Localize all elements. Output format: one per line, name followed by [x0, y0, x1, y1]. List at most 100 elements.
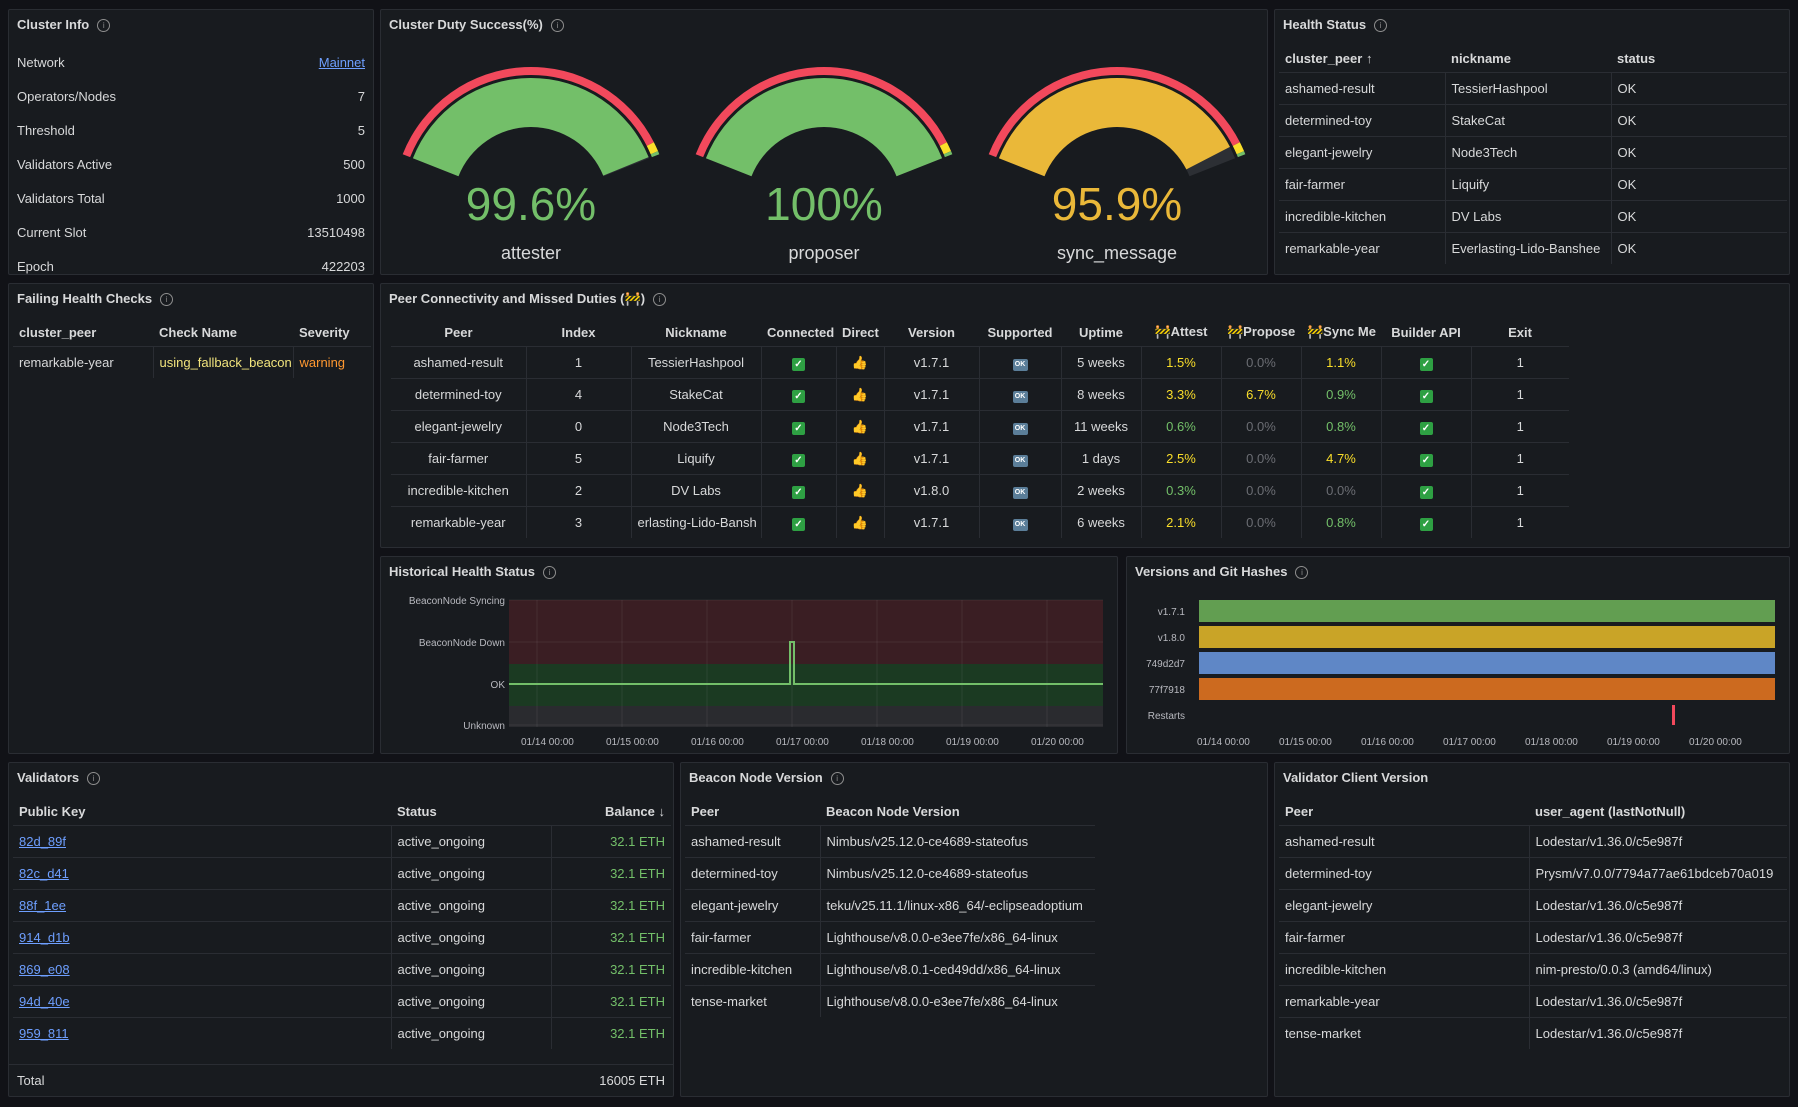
table-row: incredible-kitchen DV Labs OK [1279, 200, 1787, 233]
col-header[interactable]: 🚧Sync Me [1307, 324, 1376, 339]
x-tick-label: 01/20 00:00 [1689, 737, 1742, 748]
y-tick-label: BeaconNode Syncing [409, 596, 505, 607]
col-header[interactable]: 🚧Propose [1227, 324, 1296, 339]
col-header[interactable]: Exit [1508, 324, 1532, 340]
health-status-table: cluster_peer ↑ nickname status ashamed-r… [1279, 44, 1787, 264]
col-peer[interactable]: Peer [691, 803, 720, 819]
col-header[interactable]: Peer [444, 324, 473, 340]
versions-chart: v1.7.1 v1.8.0 749d2d7 77f7918 Restarts 01/14 … [1146, 600, 1775, 748]
threshold-yellow [939, 142, 952, 155]
col-header[interactable]: 🚧Attest [1154, 324, 1208, 339]
public-key-link[interactable]: 88f_1ee [19, 898, 66, 913]
col-header[interactable]: Uptime [1078, 324, 1124, 340]
failing-checks-title[interactable]: Failing Health Checks i [17, 291, 174, 306]
duty-success-panel: Cluster Duty Success(%) i 99.6% attester 10… [380, 9, 1268, 275]
threshold-green [1236, 151, 1246, 158]
public-key-link[interactable]: 82d_89f [19, 834, 66, 849]
col-header[interactable]: Builder API [1391, 324, 1461, 340]
cluster-info-row: Operators/Nodes 7 [17, 89, 365, 104]
x-tick-label: 01/15 00:00 [606, 737, 659, 748]
col-header[interactable]: Connected [767, 324, 835, 340]
info-icon[interactable]: i [1295, 566, 1309, 579]
table-row: incredible-kitchen nim-presto/0.0.3 (amd6… [1279, 953, 1787, 986]
version-bar [1199, 626, 1775, 648]
band-unknown [509, 706, 1103, 727]
table-row: 82c_d41 active_ongoing 32.1 ETH [13, 857, 671, 890]
col-beacon-node-version[interactable]: Beacon Node Version [826, 803, 960, 819]
x-tick-label: 01/16 00:00 [1361, 737, 1414, 748]
check-icon: ✓ [1419, 421, 1433, 435]
x-tick-label: 01/18 00:00 [1525, 737, 1578, 748]
thumbs-up-icon: 👍 [851, 386, 869, 402]
col-severity[interactable]: Severity [299, 324, 350, 340]
gauge-sync_message: 95.9% sync_message [988, 66, 1246, 264]
x-tick-label: 01/15 00:00 [1279, 737, 1332, 748]
col-status[interactable]: Status [397, 803, 437, 819]
y-tick-label: 749d2d7 [1146, 659, 1185, 670]
table-row: remarkable-year Lodestar/v1.36.0/c5e987f [1279, 985, 1787, 1018]
info-icon[interactable]: i [830, 772, 844, 785]
validators-total: Total 16005 ETH [17, 1073, 665, 1088]
info-icon[interactable]: i [87, 772, 101, 785]
table-row: elegant-jewelry Lodestar/v1.36.0/c5e987f [1279, 889, 1787, 922]
col-nickname[interactable]: nickname [1451, 50, 1511, 66]
cluster-info-panel: Cluster Info i Network Mainnet Operators/No… [8, 9, 374, 275]
col-status[interactable]: status [1617, 50, 1656, 66]
gauges-chart: 99.6% attester 100% proposer 95.9% sync_messa… [402, 66, 1246, 264]
col-cluster-peer[interactable]: cluster_peer [19, 324, 97, 340]
col-header[interactable]: Version [908, 324, 955, 340]
gauge-fill [705, 78, 943, 177]
info-icon[interactable]: i [542, 566, 556, 579]
col-check-name[interactable]: Check Name [159, 324, 238, 340]
peer-connectivity-title[interactable]: Peer Connectivity and Missed Duties (🚧) i [389, 291, 667, 307]
col-header[interactable]: Nickname [665, 324, 727, 340]
table-row: tense-market Lighthouse/v8.0.0-e3ee7fe/x8… [685, 985, 1095, 1017]
vc-version-panel: Validator Client Version Peer user_agent… [1274, 762, 1790, 1097]
y-tick-label: v1.8.0 [1158, 633, 1186, 644]
table-row: remarkable-year Everlasting-Lido-Banshee O… [1279, 232, 1787, 264]
versions-title[interactable]: Versions and Git Hashes i [1135, 564, 1309, 579]
gauge-value: 99.6% [466, 178, 596, 230]
thumbs-up-icon: 👍 [851, 482, 869, 498]
gauge-proposer: 100% proposer [695, 67, 953, 263]
duty-success-title[interactable]: Cluster Duty Success(%) i [389, 17, 564, 32]
info-icon[interactable]: i [160, 293, 174, 306]
x-tick-label: 01/17 00:00 [776, 737, 829, 748]
col-header[interactable]: Direct [842, 324, 879, 340]
table-row: tense-market Lodestar/v1.36.0/c5e987f [1279, 1017, 1787, 1049]
health-status-title[interactable]: Health Status i [1283, 17, 1388, 32]
public-key-link[interactable]: 869_e08 [19, 962, 70, 977]
public-key-link[interactable]: 914_d1b [19, 930, 70, 945]
threshold-red [402, 66, 654, 158]
check-icon: ✓ [792, 389, 805, 403]
col-cluster-peer[interactable]: cluster_peer ↑ [1285, 50, 1373, 66]
col-user-agent[interactable]: user_agent (lastNotNull) [1535, 803, 1686, 819]
beacon-version-title[interactable]: Beacon Node Version i [689, 770, 844, 785]
historical-health-title[interactable]: Historical Health Status i [389, 564, 556, 579]
public-key-link[interactable]: 959_811 [19, 1026, 69, 1041]
info-icon[interactable]: i [653, 293, 667, 306]
public-key-link[interactable]: 82c_d41 [19, 866, 69, 881]
table-row: determined-toy Prysm/v7.0.0/7794a77ae61bd… [1279, 857, 1787, 890]
info-icon[interactable]: i [1374, 19, 1388, 32]
col-header[interactable]: Index [561, 324, 596, 340]
gauge-label: attester [501, 243, 561, 263]
check-icon: ✓ [1419, 357, 1433, 371]
cluster-info-title[interactable]: Cluster Info i [17, 17, 111, 32]
table-row: ashamed-result Lodestar/v1.36.0/c5e987f [1279, 825, 1787, 858]
col-peer[interactable]: Peer [1285, 803, 1314, 819]
gauge-fill [998, 78, 1230, 177]
table-row: 914_d1b active_ongoing 32.1 ETH [13, 921, 671, 954]
table-row: 94d_40e active_ongoing 32.1 ETH [13, 985, 671, 1018]
table-row: determined-toy Nimbus/v25.12.0-ce4689-sta… [685, 857, 1095, 890]
info-icon[interactable]: i [97, 19, 111, 32]
col-balance[interactable]: Balance ↓ [605, 803, 665, 819]
info-icon[interactable]: i [550, 19, 564, 32]
col-public-key[interactable]: Public Key [19, 803, 86, 819]
validators-title[interactable]: Validators i [17, 770, 101, 785]
vc-version-title[interactable]: Validator Client Version [1283, 770, 1429, 785]
validators-table: Public Key Status Balance ↓ 82d_89f activ… [13, 797, 671, 1049]
check-icon: ✓ [1419, 453, 1433, 467]
col-header[interactable]: Supported [987, 324, 1053, 340]
public-key-link[interactable]: 94d_40e [19, 994, 70, 1009]
